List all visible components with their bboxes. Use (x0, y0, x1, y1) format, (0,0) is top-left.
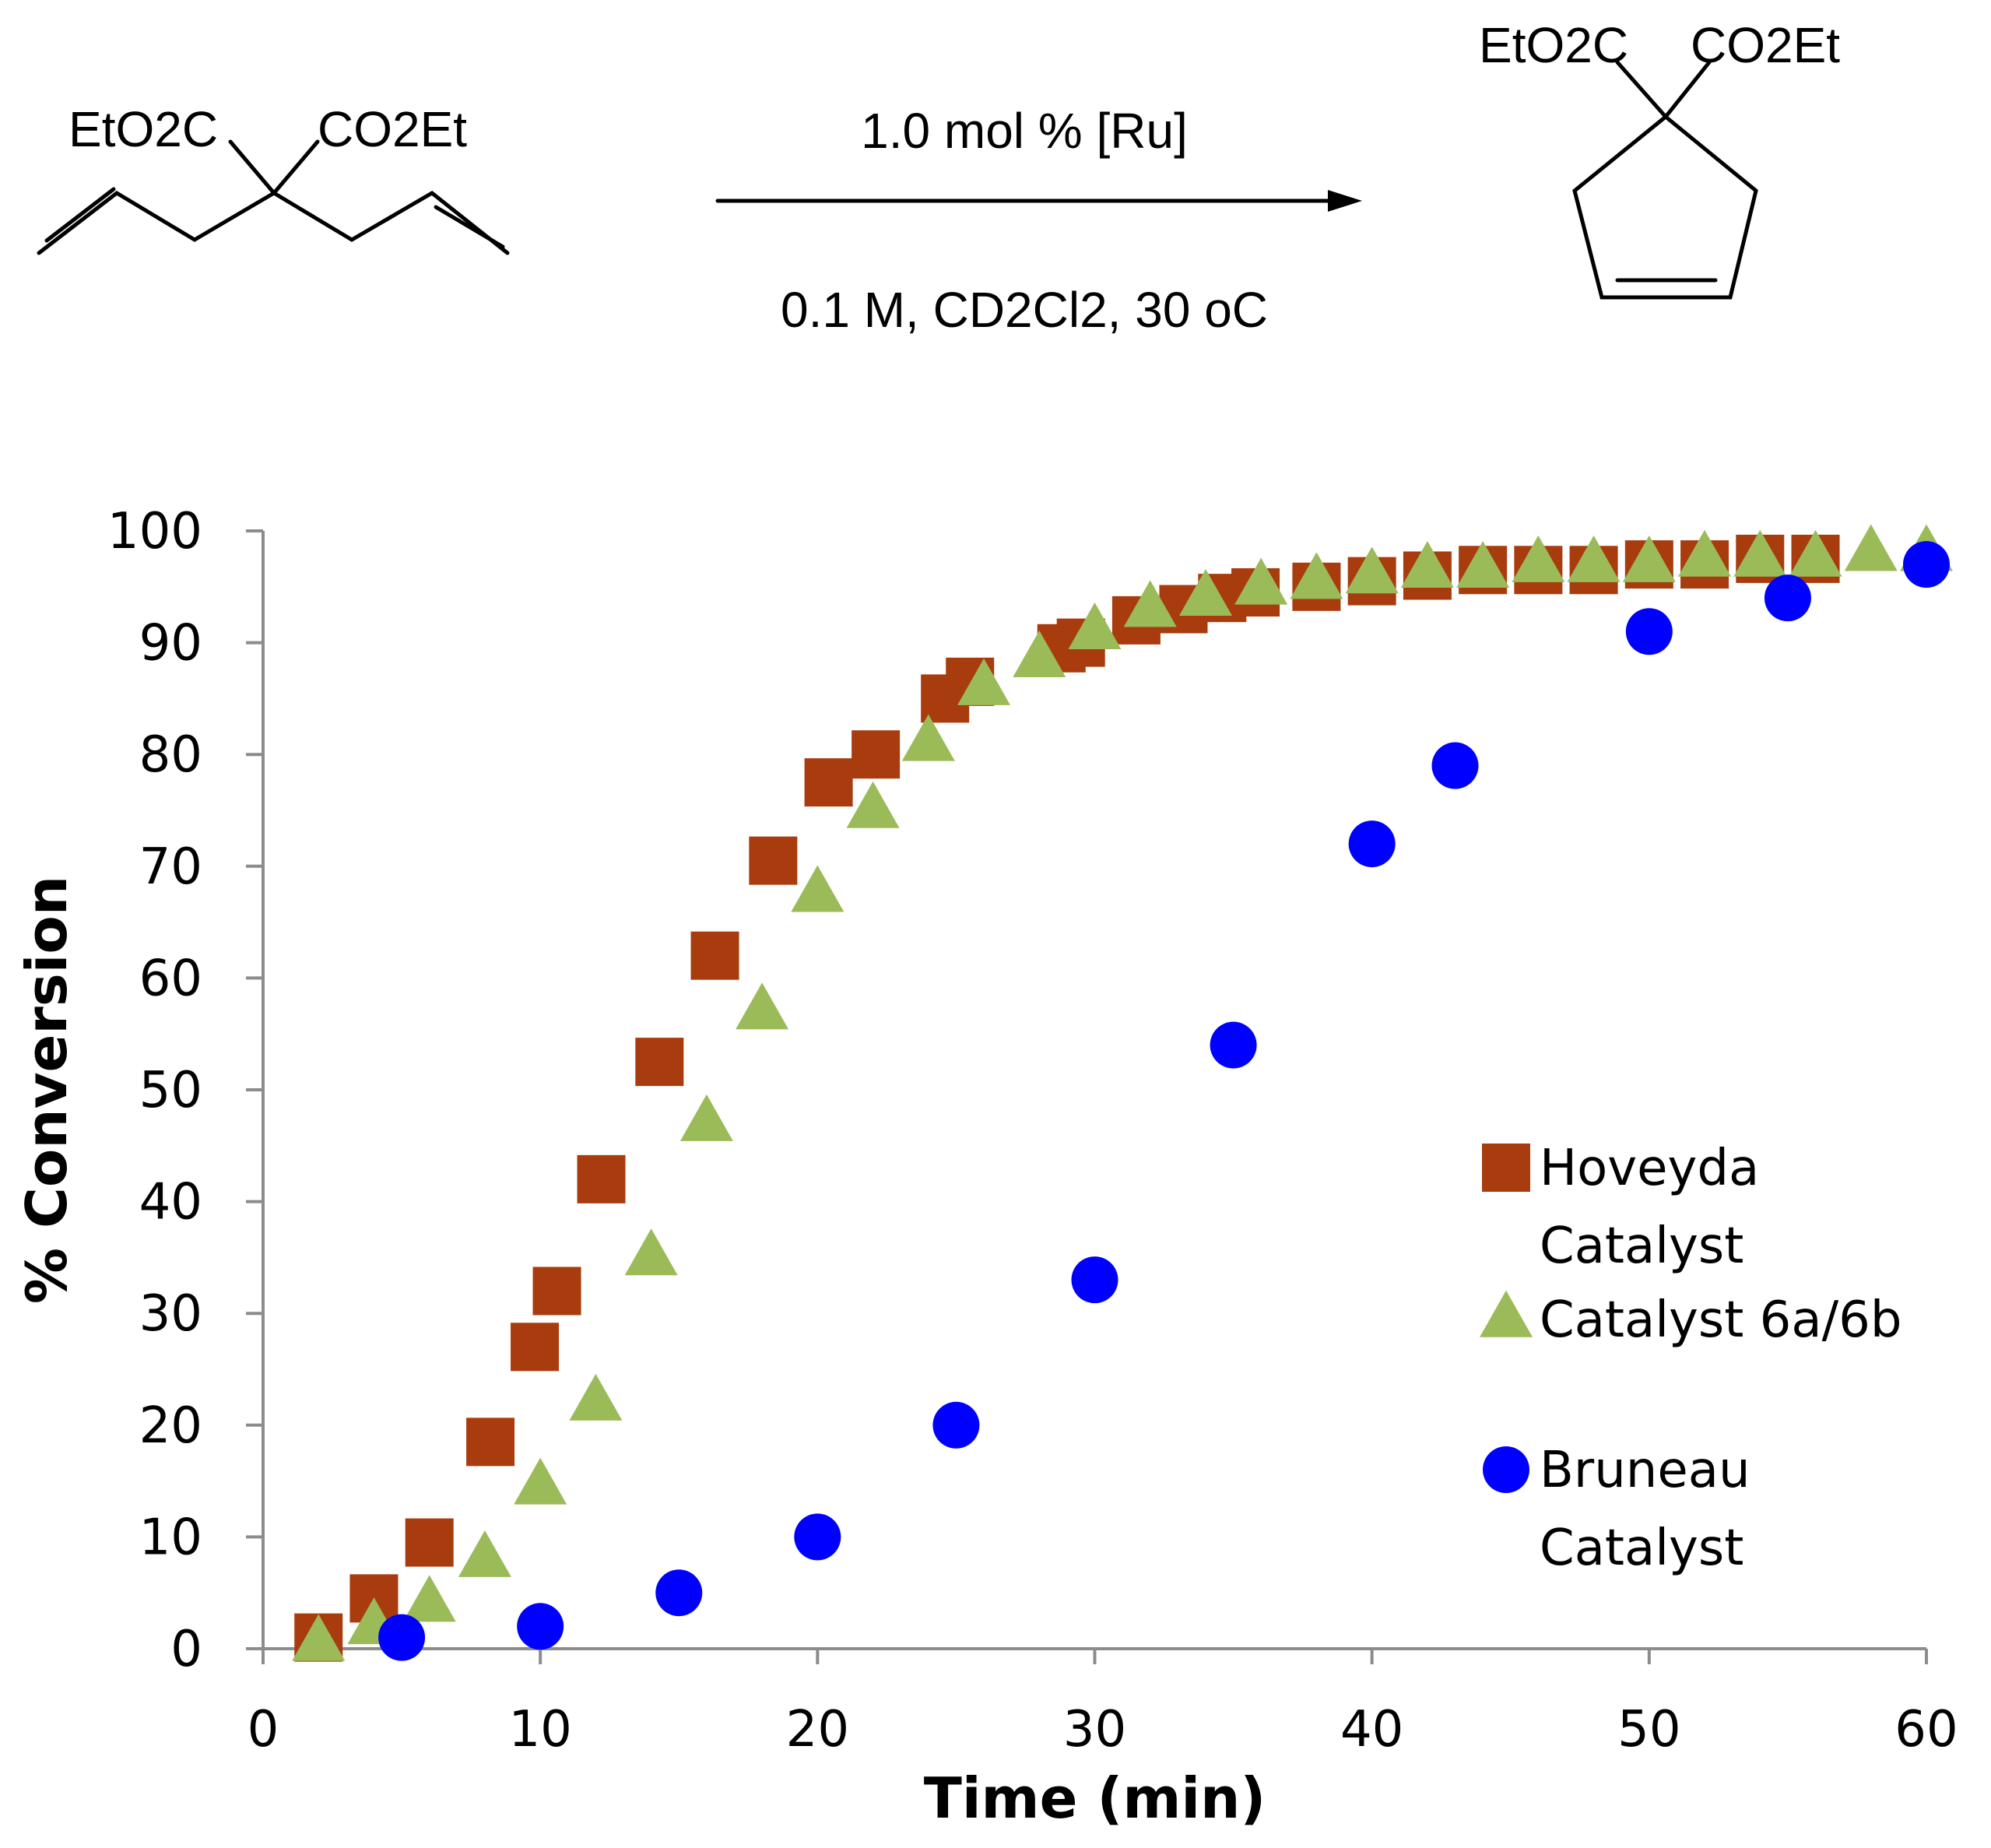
hoveyda-point (690, 931, 739, 980)
y-tick-label: 100 (107, 503, 202, 560)
catalyst-6a6b-point (1733, 529, 1787, 577)
x-tick-label: 30 (1063, 1701, 1126, 1758)
catalyst-6a6b-point (1456, 541, 1510, 588)
x-axis-title: Time (min) (924, 1765, 1266, 1831)
reactant-right-group: CO2Et (318, 101, 467, 157)
legend-label-line2: Catalyst (1540, 1217, 1743, 1275)
catalyst-6a6b-point (1400, 541, 1454, 588)
hoveyda-point (405, 1518, 454, 1567)
hoveyda-point (804, 758, 853, 807)
hoveyda-point (511, 1323, 560, 1372)
hoveyda-point (635, 1038, 684, 1087)
legend-label: Bruneau (1540, 1442, 1750, 1499)
y-tick-label: 40 (139, 1174, 202, 1231)
hoveyda-point (466, 1418, 515, 1467)
catalyst-6a6b-point (1068, 603, 1122, 650)
reactant-structure (37, 139, 510, 255)
hoveyda-point (577, 1154, 626, 1203)
scheme-labels: EtO2C CO2Et EtO2C CO2Et 1.0 mol % [Ru] 0… (68, 17, 1840, 338)
catalyst-6a6b-point (1567, 535, 1621, 582)
catalyst-6a6b-point (624, 1228, 678, 1276)
reaction-scheme (37, 60, 1758, 300)
catalyst-6a6b-point (1789, 529, 1842, 577)
bruneau-point (794, 1513, 841, 1561)
conversion-chart: 0 10 20 30 40 50 60 70 80 90 100 0 10 20 30 40 50 60 Tim… (14, 503, 1958, 1831)
legend-label-line2: Catalyst (1540, 1520, 1743, 1577)
catalyst-6a6b-point (1234, 557, 1288, 605)
x-tick-label: 20 (786, 1701, 849, 1758)
x-tick-labels: 0 10 20 30 40 50 60 (248, 1701, 1958, 1758)
legend-label: Catalyst 6a/6b (1540, 1291, 1902, 1349)
bruneau-point (378, 1614, 426, 1661)
catalyst-6a6b-point (1345, 546, 1399, 594)
condition-below: 0.1 M, CD2Cl2, 30 oC (781, 282, 1268, 338)
bruneau-point (932, 1401, 980, 1449)
y-tick-label: 50 (139, 1062, 202, 1119)
catalyst-6a6b-point (514, 1457, 567, 1505)
x-tick-label: 60 (1894, 1701, 1958, 1758)
catalyst-6a6b-point (1622, 535, 1676, 582)
bruneau-point (1431, 742, 1479, 789)
bruneau-point (517, 1603, 564, 1650)
bruneau-point (1071, 1256, 1118, 1304)
catalyst-6a6b-point (292, 1614, 346, 1661)
bruneau-point (1348, 820, 1396, 868)
catalyst-6a6b-point (846, 781, 900, 828)
legend-marker-circle (1483, 1446, 1529, 1493)
hoveyda-point (852, 730, 901, 779)
y-tick-label: 60 (139, 950, 202, 1007)
catalyst-6a6b-point (1123, 580, 1177, 627)
x-tick-label: 40 (1340, 1701, 1403, 1758)
data-series (292, 524, 1953, 1662)
catalyst-6a6b-point (569, 1373, 623, 1421)
bruneau-point (1764, 574, 1811, 622)
condition-above: 1.0 mol % [Ru] (861, 103, 1188, 159)
y-tick-label: 0 (170, 1621, 202, 1678)
product-left-group: EtO2C (1479, 17, 1628, 73)
y-tick-label: 80 (139, 726, 202, 784)
y-axis-title: % Conversion (14, 876, 79, 1304)
catalyst-6a6b-point (1844, 524, 1898, 571)
product-structure (1572, 60, 1758, 300)
catalyst-6a6b-point (402, 1575, 456, 1622)
y-tick-label: 90 (139, 615, 202, 673)
legend-label: Hoveyda (1540, 1140, 1759, 1197)
y-tick-label: 70 (139, 838, 202, 896)
x-tick-label: 10 (508, 1701, 571, 1758)
reactant-left-group: EtO2C (68, 101, 218, 157)
catalyst-6a6b-point (901, 714, 955, 761)
hoveyda-point (532, 1267, 581, 1316)
reaction-arrow (715, 190, 1362, 212)
x-tick-label: 0 (248, 1701, 279, 1758)
legend-marker-triangle (1480, 1290, 1533, 1337)
bruneau-point (1903, 541, 1950, 588)
y-tick-labels: 0 10 20 30 40 50 60 70 80 90 100 (107, 503, 202, 1678)
catalyst-6a6b-point (458, 1530, 511, 1577)
legend: Hoveyda Catalyst Catalyst 6a/6b Bruneau Cata… (1480, 1140, 1902, 1577)
catalyst-6a6b-point (1290, 552, 1343, 599)
product-right-group: CO2Et (1691, 17, 1840, 73)
legend-marker-square (1482, 1144, 1530, 1192)
catalyst-6a6b-point (1678, 529, 1732, 577)
catalyst-6a6b-point (1512, 535, 1565, 582)
bruneau-point (655, 1569, 703, 1617)
series-circle (378, 541, 1950, 1661)
y-tick-label: 30 (139, 1285, 202, 1343)
catalyst-6a6b-point (791, 865, 845, 912)
catalyst-6a6b-point (736, 982, 789, 1030)
bruneau-point (1625, 608, 1673, 655)
catalyst-6a6b-point (1178, 568, 1232, 616)
bruneau-point (1210, 1021, 1257, 1069)
y-tick-label: 10 (139, 1509, 202, 1566)
catalyst-6a6b-point (957, 658, 1011, 705)
x-tick-label: 50 (1617, 1701, 1680, 1758)
catalyst-6a6b-point (679, 1094, 733, 1141)
catalyst-6a6b-point (1013, 630, 1066, 677)
hoveyda-point (749, 836, 798, 885)
y-tick-label: 20 (139, 1397, 202, 1455)
